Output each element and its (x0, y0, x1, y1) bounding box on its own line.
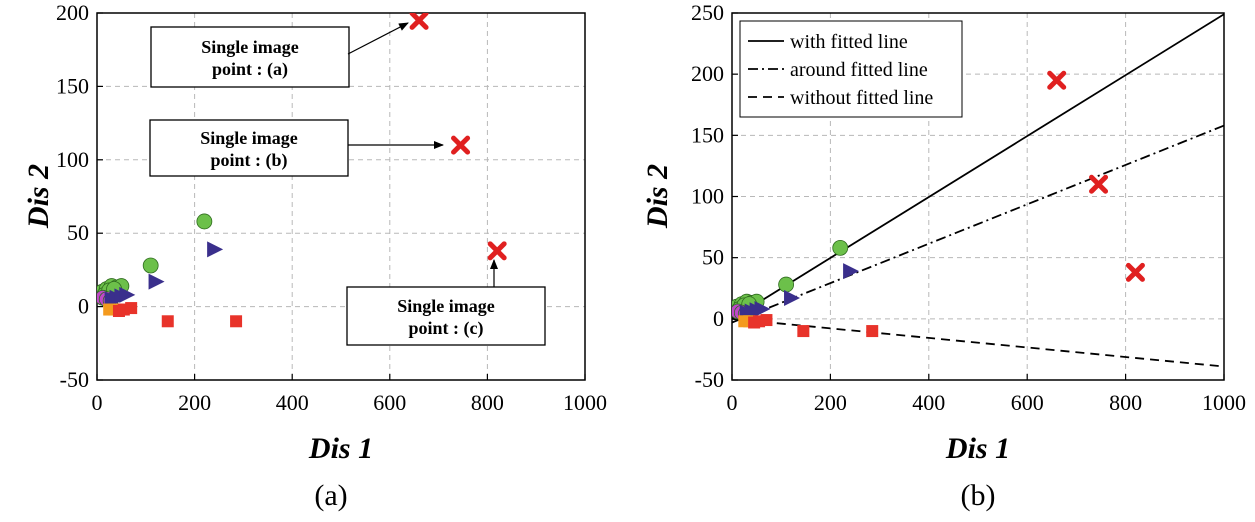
annotation-frame (149, 119, 349, 177)
circle-point (832, 239, 849, 256)
y-tick-label: -50 (695, 367, 724, 392)
circle-point (778, 276, 795, 293)
y-tick-label: 250 (691, 0, 724, 25)
x-tick-label: 200 (814, 390, 847, 415)
x-axis-label: Dis 1 (308, 432, 373, 465)
annotation-line1: Single image (201, 37, 299, 57)
x-tick-label: 1000 (563, 390, 607, 415)
plot-frame (96, 12, 586, 381)
y-tick-label: 50 (67, 220, 89, 245)
annotation-line1: Single image (200, 128, 298, 148)
x-tick-label: 400 (912, 390, 945, 415)
y-tick-label: 100 (56, 147, 89, 172)
y-tick-label: 100 (691, 184, 724, 209)
x-tick-label: 800 (1109, 390, 1142, 415)
square-point (230, 315, 243, 328)
data-points (97, 13, 507, 328)
x-tick-label: 800 (471, 390, 504, 415)
square-point (760, 314, 773, 327)
cross-point (451, 135, 471, 155)
y-tick-label: 150 (56, 73, 89, 98)
triangle-point (754, 301, 771, 318)
data-points (732, 70, 1145, 338)
y-tick-label: 150 (691, 122, 724, 147)
annotation-line1: Single image (397, 296, 495, 316)
y-tick-label: 200 (691, 61, 724, 86)
x-tick-label: 600 (1011, 390, 1044, 415)
legend-label: with fitted line (790, 31, 908, 53)
around-fitted-line-line (732, 124, 1224, 324)
x-tick-label: 200 (178, 390, 211, 415)
legend-label: around fitted line (790, 59, 928, 81)
with-fitted-line-line (732, 13, 1224, 320)
y-tick-label: 50 (702, 245, 724, 270)
triangle-point (148, 273, 165, 290)
panel-caption: (a) (314, 479, 347, 512)
circle-point (142, 257, 159, 274)
circle-point (196, 213, 213, 230)
x-tick-label: 600 (373, 390, 406, 415)
y-tick-label: 200 (56, 0, 89, 25)
square-point (161, 315, 174, 328)
cross-point (409, 13, 429, 30)
triangle-point (207, 241, 224, 258)
fitted-lines (732, 13, 1224, 368)
x-axis-label: Dis 1 (945, 432, 1010, 465)
square-point (125, 302, 138, 315)
cross-point (1089, 174, 1109, 194)
annotation-line2: point : (c) (409, 318, 484, 339)
annotation-frame (346, 286, 546, 346)
legend-label: without fitted line (790, 87, 933, 109)
y-tick-label: 0 (78, 294, 89, 319)
annotation-arrow (347, 22, 409, 55)
y-tick-label: 0 (713, 306, 724, 331)
without-fitted-line-line (732, 317, 1224, 368)
cross-point (487, 241, 507, 261)
annotation-frame (150, 26, 350, 88)
y-axis-label: Dis 2 (641, 164, 674, 229)
legend: with fitted line around fitted line withou… (739, 20, 963, 118)
cross-point (1047, 70, 1067, 90)
x-tick-label: 0 (92, 390, 103, 415)
annotation-line2: point : (a) (212, 59, 288, 80)
triangle-point (784, 290, 801, 307)
cross-point (1125, 262, 1145, 282)
x-tick-label: 400 (276, 390, 309, 415)
y-tick-label: -50 (60, 367, 89, 392)
x-tick-label: 1000 (1202, 390, 1246, 415)
square-point (866, 325, 879, 338)
triangle-point (843, 263, 860, 280)
annotation-line2: point : (b) (210, 150, 287, 171)
square-point (797, 325, 810, 338)
triangle-point (119, 286, 136, 303)
y-axis-label: Dis 2 (22, 164, 55, 229)
x-tick-label: 0 (727, 390, 738, 415)
panel-caption: (b) (961, 479, 996, 512)
